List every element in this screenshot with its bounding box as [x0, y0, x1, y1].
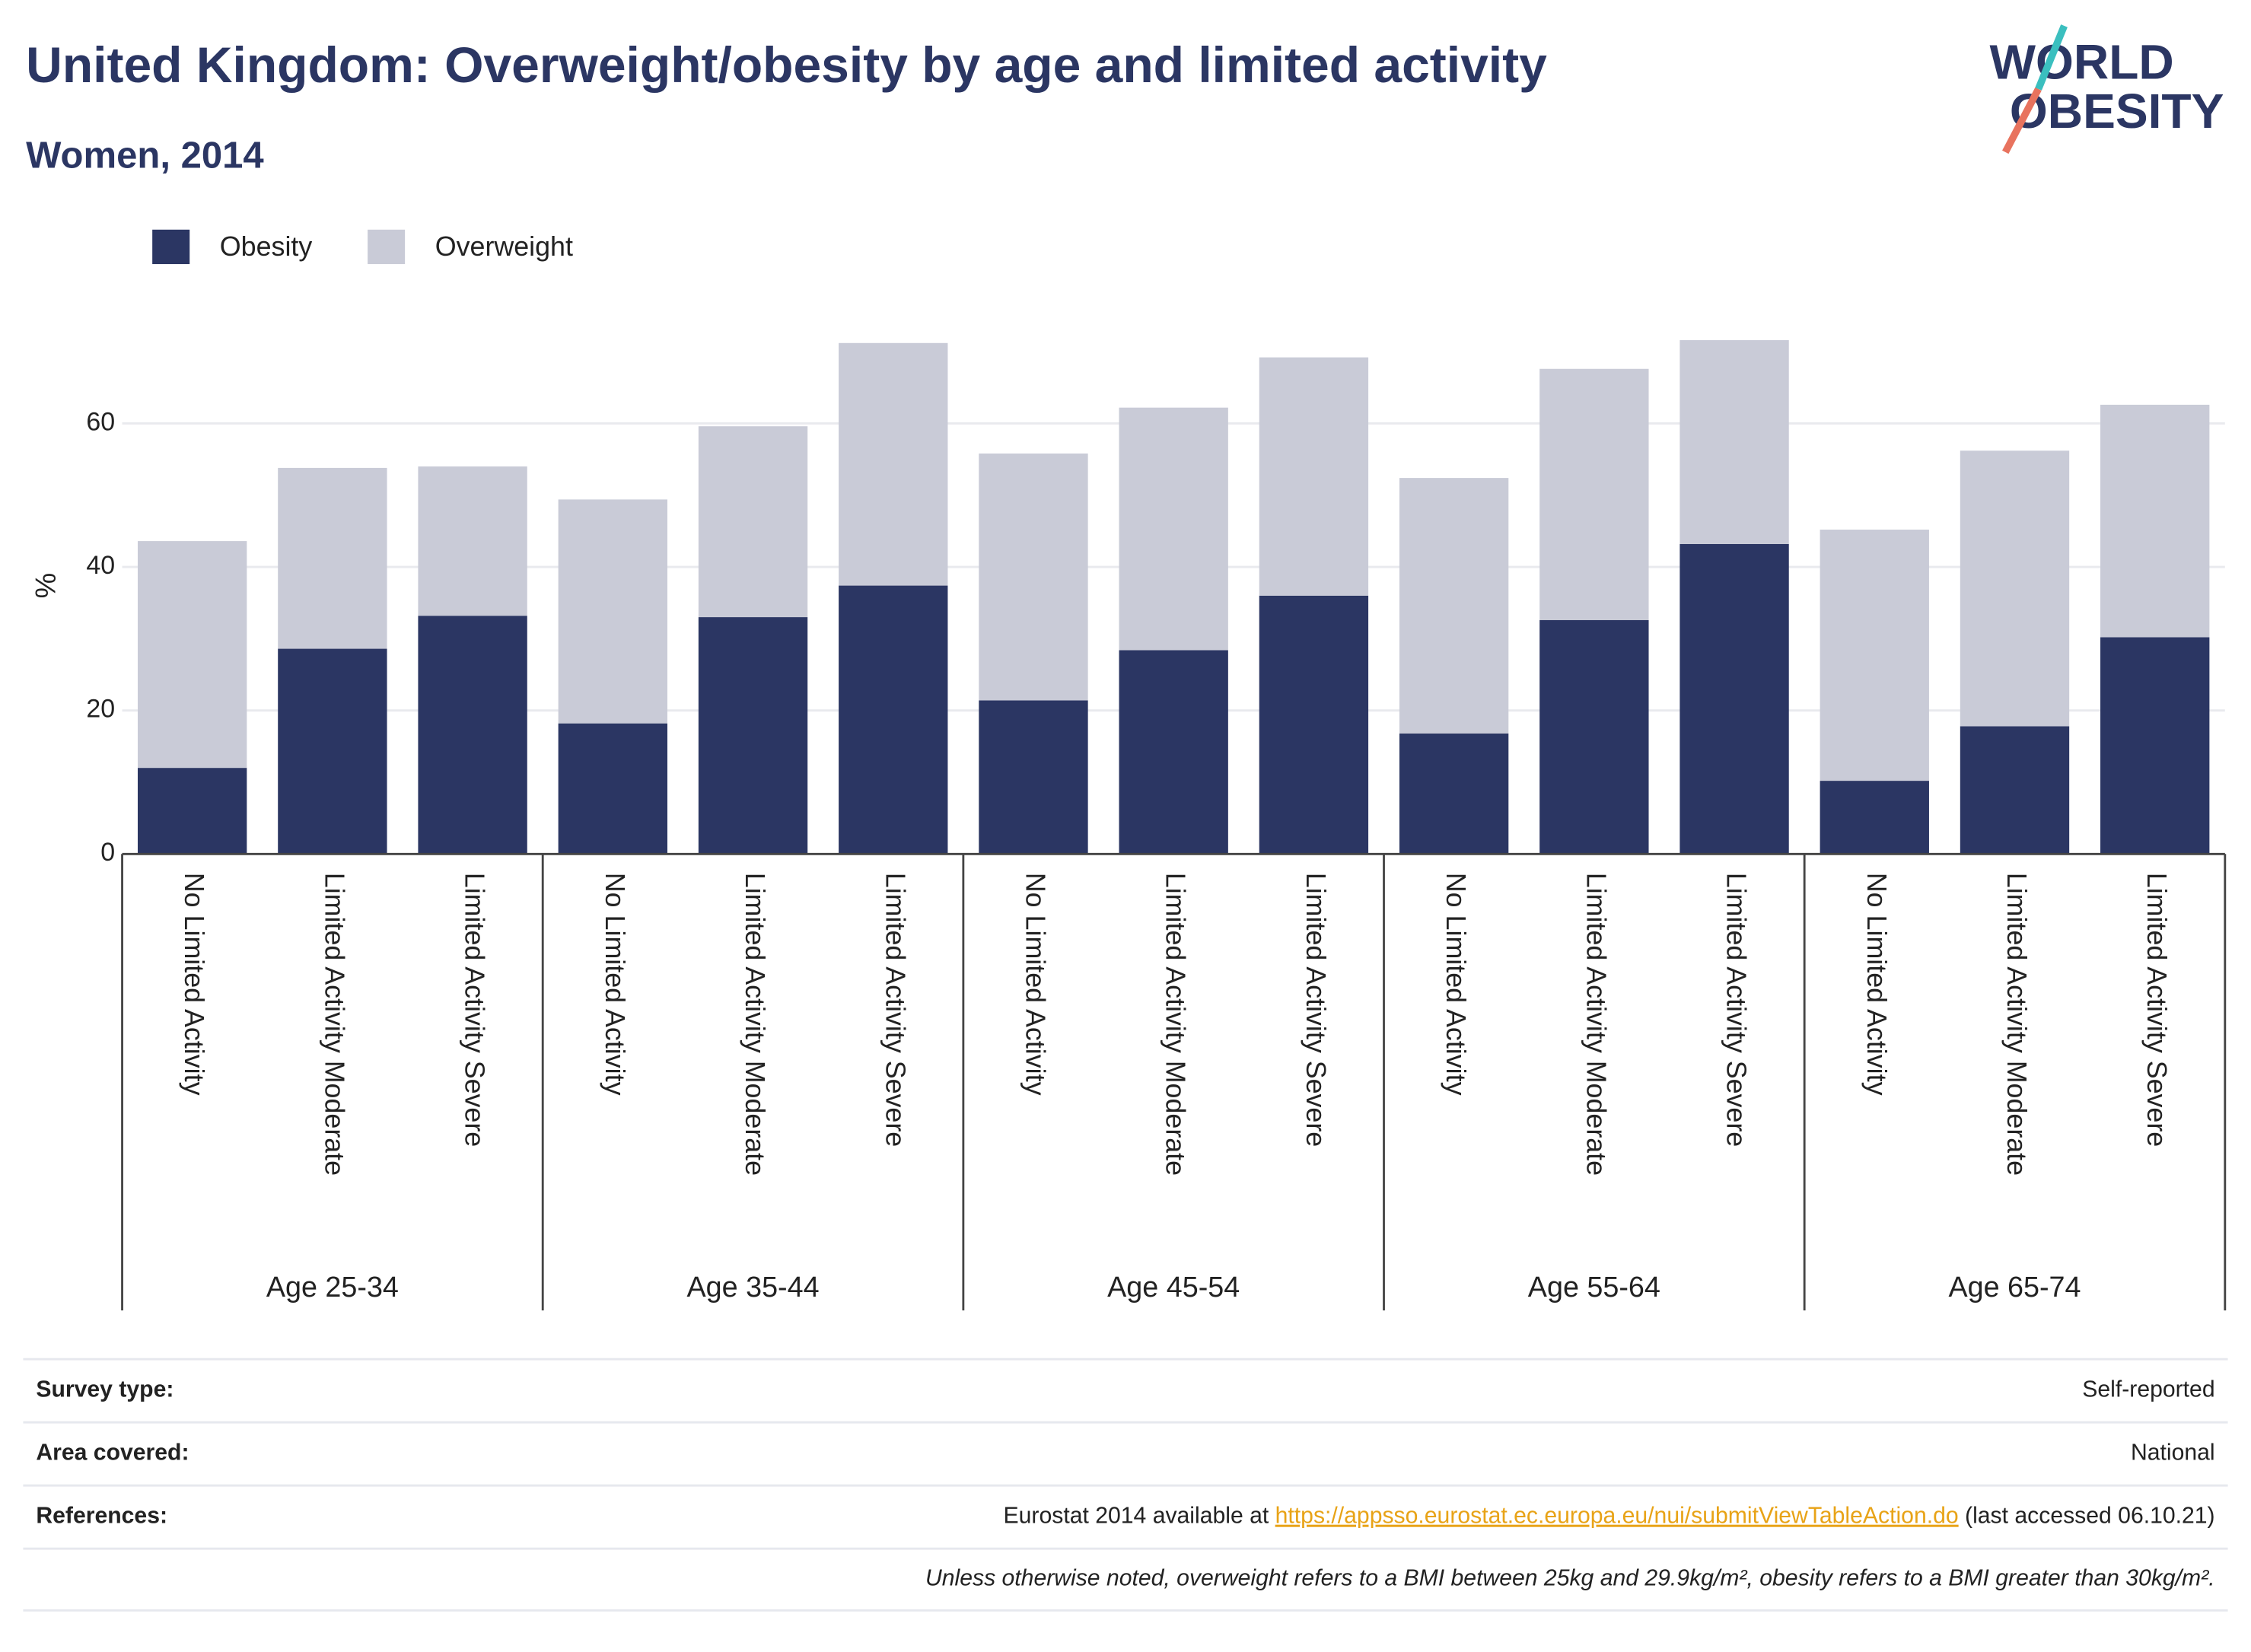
bar-segment [2100, 637, 2210, 855]
bar-segment [1960, 726, 2070, 855]
bar-segment [418, 616, 527, 855]
x-tick-label: No Limited Activity [1020, 873, 1051, 1096]
bar-segment [1539, 368, 1649, 620]
footer-label: Area covered: [36, 1440, 189, 1466]
bar-segment [1259, 595, 1369, 855]
bar-segment [698, 617, 808, 855]
bar-segment [558, 499, 667, 724]
x-tick-label: Limited Activity Moderate [1581, 873, 1611, 1176]
bar-segment [1399, 733, 1509, 855]
bar-segment [1820, 530, 1929, 781]
bar-segment [137, 541, 247, 769]
footer-value: Eurostat 2014 available at https://appss… [1004, 1504, 2215, 1529]
group-label: Age 45-54 [1107, 1271, 1240, 1303]
x-tick-label: Limited Activity Moderate [319, 873, 349, 1176]
footer-note: Unless otherwise noted, overweight refer… [925, 1566, 2215, 1591]
bar-segment [278, 648, 387, 855]
legend-label: Overweight [435, 231, 573, 262]
footer-value-text: National [2131, 1440, 2215, 1466]
footer-value-after: (last accessed 06.10.21) [1965, 1504, 2215, 1529]
x-tick-label: Limited Activity Moderate [740, 873, 770, 1176]
bar-segment [418, 466, 527, 616]
bar-segment [1679, 340, 1789, 544]
bar-segment [558, 723, 667, 855]
bar-segment [1399, 478, 1509, 734]
footer-value-text: Eurostat 2014 available at [1004, 1504, 1269, 1529]
footer-value: Self-reported [2082, 1377, 2214, 1402]
y-tick-label: 0 [100, 838, 115, 867]
x-tick-label: No Limited Activity [600, 873, 630, 1096]
x-tick-label: Limited Activity Moderate [2001, 873, 2032, 1176]
footer-value: National [2131, 1440, 2215, 1466]
bar-segment [979, 454, 1088, 701]
bar-segment [1679, 543, 1789, 855]
bar-segment [137, 768, 247, 855]
x-tick-label: Limited Activity Severe [2141, 873, 2172, 1147]
legend-swatch [152, 229, 190, 265]
bar-segment [839, 342, 948, 586]
bar-segment [698, 426, 808, 618]
x-tick-label: No Limited Activity [1441, 873, 1471, 1096]
legend-label: Obesity [220, 231, 313, 262]
logo-text: OBESITY [2010, 84, 2224, 138]
x-tick-label: Limited Activity Severe [1301, 873, 1331, 1147]
legend-swatch [368, 229, 406, 265]
y-axis-label: % [29, 573, 61, 599]
bar-segment [1960, 450, 2070, 727]
chart-subtitle: Women, 2014 [26, 135, 263, 176]
group-label: Age 25-34 [266, 1271, 399, 1303]
y-tick-label: 40 [86, 551, 115, 580]
bar-segment [1119, 650, 1228, 855]
y-tick-label: 60 [86, 407, 115, 436]
chart-title: United Kingdom: Overweight/obesity by ag… [26, 37, 1547, 93]
bar-segment [1119, 407, 1228, 651]
footer-link: https://appsso.eurostat.ec.europa.eu/nui… [1275, 1504, 1959, 1529]
footer-label: References: [36, 1504, 167, 1529]
bar-segment [979, 700, 1088, 855]
logo-slash [2035, 24, 2068, 91]
logo-slash [2002, 87, 2042, 154]
group-label: Age 55-64 [1528, 1271, 1660, 1303]
group-label: Age 65-74 [1948, 1271, 2081, 1303]
x-tick-label: No Limited Activity [179, 873, 209, 1096]
bar-segment [278, 467, 387, 649]
bar-segment [839, 585, 948, 855]
bar-segment [2100, 404, 2210, 638]
bar-segment [1539, 619, 1649, 855]
footer-value-text: Self-reported [2082, 1377, 2214, 1402]
y-tick-label: 20 [86, 695, 115, 724]
group-label: Age 35-44 [687, 1271, 820, 1303]
x-tick-label: Limited Activity Severe [880, 873, 910, 1147]
x-tick-label: Limited Activity Moderate [1161, 873, 1191, 1176]
x-tick-label: Limited Activity Severe [1721, 873, 1752, 1147]
bar-segment [1259, 357, 1369, 596]
footer-label: Survey type: [36, 1377, 174, 1402]
x-tick-label: No Limited Activity [1861, 873, 1892, 1096]
bar-segment [1820, 781, 1929, 855]
logo-text: WORLD [1989, 35, 2173, 90]
x-tick-label: Limited Activity Severe [460, 873, 490, 1147]
